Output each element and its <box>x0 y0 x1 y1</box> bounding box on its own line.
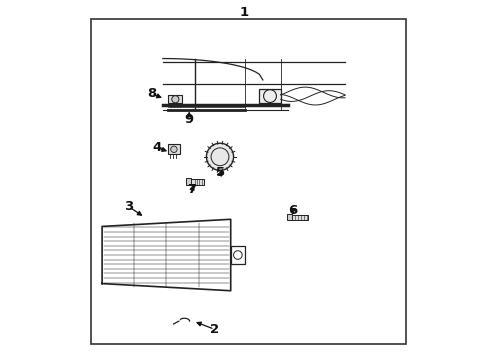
Circle shape <box>206 143 234 170</box>
Text: 3: 3 <box>124 200 134 213</box>
Text: 6: 6 <box>289 204 298 217</box>
Bar <box>186 178 192 185</box>
Text: 5: 5 <box>216 166 225 179</box>
Text: 7: 7 <box>188 183 196 196</box>
Text: 9: 9 <box>184 113 193 126</box>
Text: 8: 8 <box>147 87 156 100</box>
Text: 2: 2 <box>210 323 219 336</box>
Bar <box>168 144 180 154</box>
Bar <box>190 179 204 185</box>
Text: 1: 1 <box>240 6 248 19</box>
Circle shape <box>171 146 177 153</box>
Bar <box>168 95 182 103</box>
Bar <box>292 215 308 220</box>
Text: 4: 4 <box>153 141 162 154</box>
Bar <box>92 19 406 344</box>
Bar <box>287 214 292 220</box>
Bar <box>259 89 281 103</box>
Bar <box>231 246 245 264</box>
Circle shape <box>172 96 179 103</box>
